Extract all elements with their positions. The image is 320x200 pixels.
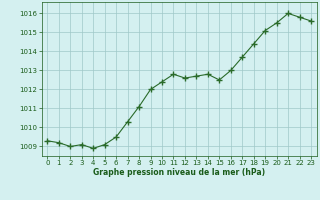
X-axis label: Graphe pression niveau de la mer (hPa): Graphe pression niveau de la mer (hPa) <box>93 168 265 177</box>
